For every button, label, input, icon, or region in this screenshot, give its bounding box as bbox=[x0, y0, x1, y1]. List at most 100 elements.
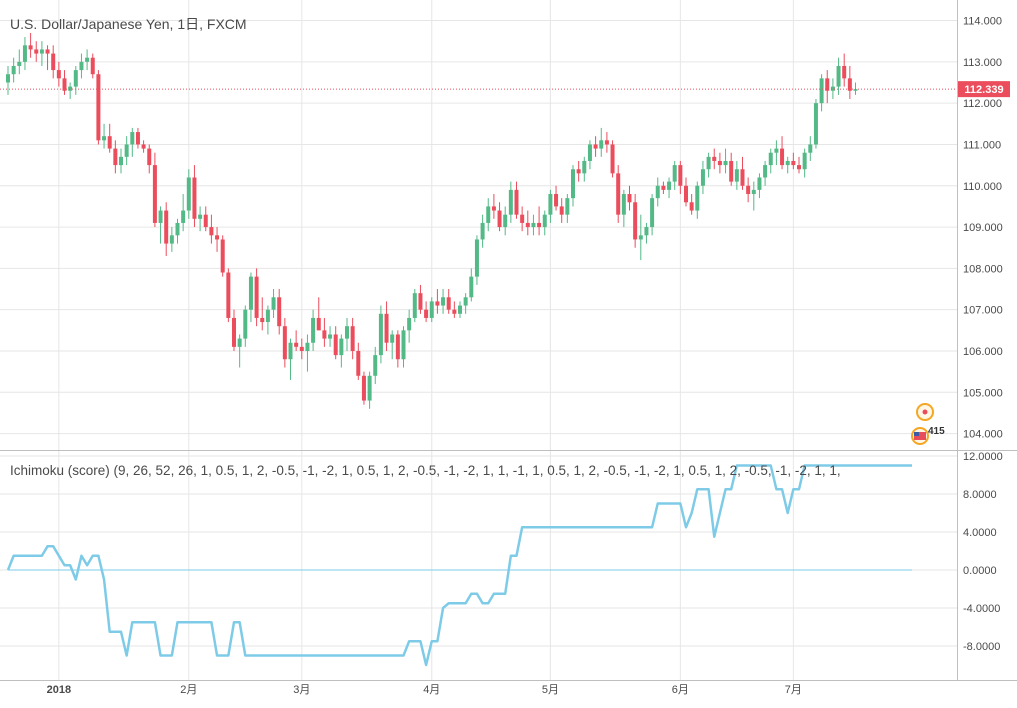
last-price-label: 112.339 bbox=[964, 84, 1003, 96]
candle-body bbox=[96, 74, 101, 141]
indicator-tick-label: -8.0000 bbox=[963, 641, 1000, 653]
candlestick bbox=[768, 148, 773, 174]
candle-body bbox=[689, 202, 694, 211]
candlestick bbox=[277, 289, 282, 335]
candle-body bbox=[780, 148, 785, 166]
candlestick bbox=[587, 140, 592, 170]
candlestick bbox=[491, 194, 496, 219]
candle-body bbox=[22, 45, 27, 62]
candlestick bbox=[474, 235, 479, 285]
candlestick bbox=[458, 301, 462, 318]
candle-body bbox=[85, 57, 90, 62]
candle-body bbox=[34, 49, 39, 54]
candle-body bbox=[757, 177, 762, 190]
candle-body bbox=[819, 78, 824, 104]
candlestick bbox=[85, 49, 90, 71]
candle-body bbox=[616, 173, 621, 215]
time-tick-label: 3月 bbox=[293, 684, 310, 696]
candlestick bbox=[565, 194, 570, 223]
price-tick-label: 106.000 bbox=[963, 346, 1003, 358]
candle-body bbox=[565, 198, 570, 215]
candlestick bbox=[96, 70, 101, 145]
us-flag-event-icon[interactable] bbox=[911, 427, 929, 445]
candle-body bbox=[593, 144, 598, 149]
candlestick bbox=[186, 169, 191, 219]
candle-body bbox=[785, 160, 790, 166]
price-tick-label: 111.000 bbox=[963, 139, 1001, 151]
candle-body bbox=[571, 169, 575, 199]
candle-body bbox=[373, 355, 378, 376]
candle-body bbox=[469, 276, 474, 298]
candle-body bbox=[633, 202, 638, 240]
candlestick bbox=[808, 136, 813, 161]
candle-body bbox=[79, 61, 84, 71]
candlestick bbox=[700, 160, 705, 195]
candlestick bbox=[34, 41, 39, 62]
candle-body bbox=[508, 189, 513, 215]
candlestick bbox=[621, 189, 626, 228]
candlestick bbox=[45, 45, 50, 71]
candle-body bbox=[90, 57, 95, 75]
candlestick bbox=[56, 61, 61, 87]
candlestick bbox=[51, 45, 56, 79]
candle-body bbox=[412, 293, 417, 318]
candle-body bbox=[152, 165, 157, 223]
candlestick bbox=[531, 214, 536, 236]
candlestick bbox=[215, 227, 220, 252]
candlestick bbox=[689, 194, 694, 215]
candlestick bbox=[836, 57, 841, 95]
candle-body bbox=[446, 297, 451, 310]
candle-body bbox=[361, 375, 366, 401]
candle-body bbox=[638, 235, 643, 240]
candle-body bbox=[107, 136, 112, 149]
candlestick bbox=[322, 317, 327, 347]
event-badge-layer[interactable]: 415 bbox=[911, 403, 945, 445]
candlestick bbox=[582, 156, 587, 182]
time-tick-label: 4月 bbox=[423, 684, 440, 696]
candle-body bbox=[542, 214, 547, 228]
candle-body bbox=[700, 169, 705, 186]
candlestick bbox=[723, 148, 728, 174]
candle-body bbox=[491, 206, 496, 211]
candlestick bbox=[441, 289, 446, 314]
candle-body bbox=[712, 156, 717, 161]
price-tick-label: 114.000 bbox=[963, 16, 1002, 28]
candle-body bbox=[650, 198, 655, 228]
candlestick bbox=[503, 206, 508, 236]
candlestick bbox=[378, 305, 383, 364]
candle-body bbox=[339, 338, 344, 356]
event-count-badge: 415 bbox=[928, 426, 945, 437]
candle-body bbox=[667, 181, 672, 190]
candle-body bbox=[175, 222, 180, 236]
price-tick-label: 104.000 bbox=[963, 429, 1003, 441]
candlestick bbox=[486, 198, 491, 232]
candle-body bbox=[723, 160, 728, 166]
candlestick bbox=[695, 181, 700, 219]
candlestick bbox=[28, 32, 33, 58]
event-marker-icon[interactable] bbox=[916, 403, 934, 421]
indicator-series bbox=[6, 464, 912, 667]
candlestick bbox=[152, 152, 157, 228]
candlestick bbox=[198, 206, 203, 232]
candlestick bbox=[68, 82, 73, 100]
time-tick-label: 7月 bbox=[785, 684, 802, 696]
candlestick bbox=[633, 194, 638, 248]
candle-body bbox=[288, 342, 293, 360]
candle-body bbox=[729, 160, 734, 182]
candlestick bbox=[350, 317, 355, 360]
candle-body bbox=[554, 194, 559, 207]
candlestick bbox=[825, 70, 830, 104]
candle-body bbox=[141, 144, 146, 149]
candlestick bbox=[542, 210, 547, 236]
candlestick bbox=[62, 70, 67, 95]
candlestick bbox=[119, 148, 123, 174]
candlestick bbox=[757, 173, 762, 199]
candlestick bbox=[497, 202, 502, 232]
candle-body bbox=[243, 309, 248, 339]
candle-body bbox=[271, 297, 276, 310]
candlestick bbox=[469, 268, 474, 302]
price-tick-label: 107.000 bbox=[963, 305, 1003, 317]
